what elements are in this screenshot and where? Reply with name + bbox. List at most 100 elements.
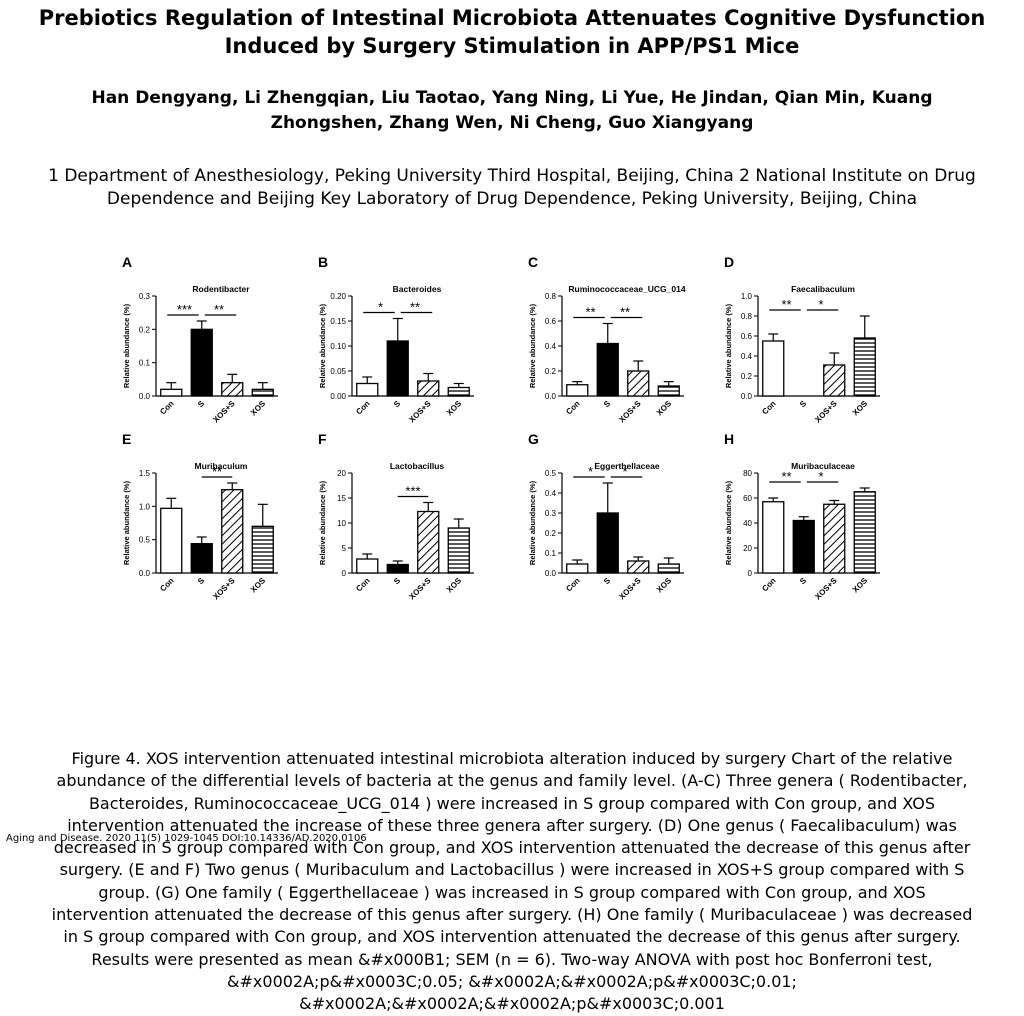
significance-stars: * <box>622 464 627 479</box>
title-line-2: Induced by Surgery Stimulation in APP/PS… <box>224 34 800 58</box>
chart-title: Ruminococcaceae_UCG_014 <box>568 284 685 294</box>
y-tick-label: 0.0 <box>139 392 151 401</box>
y-tick-label: 0 <box>342 569 347 578</box>
bar-s <box>190 328 213 397</box>
y-tick-label: 0.05 <box>330 367 346 376</box>
y-tick-label: 20 <box>337 469 346 478</box>
y-tick-label: 0.15 <box>330 317 346 326</box>
bar-xos-s <box>823 364 846 397</box>
y-tick-label: 0.0 <box>545 569 557 578</box>
y-tick-label: 80 <box>743 469 752 478</box>
y-axis-label: Relative abundance (%) <box>528 480 537 565</box>
y-tick-label: 0 <box>748 569 753 578</box>
y-tick-label: 0.6 <box>741 332 753 341</box>
significance-stars: ** <box>585 305 595 320</box>
x-tick-label: Con <box>354 399 371 416</box>
x-tick-label: XOS+S <box>813 399 839 425</box>
x-tick-label: S <box>602 576 613 587</box>
x-tick-label: Con <box>354 576 371 593</box>
x-tick-label: XOS+S <box>617 576 643 602</box>
significance-stars: ** <box>214 302 224 317</box>
x-tick-label: XOS <box>249 576 268 595</box>
y-axis-label: Relative abundance (%) <box>528 303 537 388</box>
x-tick-label: XOS+S <box>211 399 237 425</box>
x-tick-label: XOS <box>445 576 464 595</box>
caption-line: in S group compared with Con group, and … <box>63 927 961 947</box>
y-axis-label: Relative abundance (%) <box>122 480 131 565</box>
y-tick-label: 0.2 <box>741 372 753 381</box>
bar-con <box>566 384 589 397</box>
x-tick-label: XOS+S <box>617 399 643 425</box>
x-tick-label: Con <box>760 576 777 593</box>
bar-xos <box>853 337 876 397</box>
caption-line: group. (G) One family ( Eggerthellaceae … <box>98 882 926 902</box>
chart-title: Bacteroides <box>393 284 442 294</box>
bar-con <box>762 340 785 397</box>
y-tick-label: 0.20 <box>330 292 346 301</box>
bar-s <box>386 563 409 574</box>
y-tick-label: 0.10 <box>330 342 346 351</box>
bar-xos-s <box>627 370 650 397</box>
y-tick-label: 0.0 <box>545 392 557 401</box>
chart-title: Eggerthellaceae <box>594 461 659 471</box>
bar-chart: B Bacteroides Relative abundance (%)0.00 0.… <box>318 254 474 424</box>
x-tick-label: S <box>798 576 809 587</box>
x-tick-label: S <box>602 399 613 410</box>
authors-line-2: Zhongshen, Zhang Wen, Ni Cheng, Guo Xian… <box>270 113 754 133</box>
y-axis-label: Relative abundance (%) <box>318 480 327 565</box>
chart-title: Muribaculaceae <box>791 461 855 471</box>
bar-s <box>596 342 619 397</box>
panel-b-chart: B Bacteroides Relative abundance (%) 0.00 0.… <box>314 250 510 424</box>
caption-line: Figure 4. XOS intervention attenuated in… <box>71 749 953 768</box>
affiliation: 1 Department of Anesthesiology, Peking U… <box>20 165 1004 211</box>
y-tick-label: 0.1 <box>545 549 557 558</box>
significance-stars: *** <box>405 484 420 499</box>
bar-con <box>762 501 785 574</box>
bar-s <box>596 512 619 574</box>
panel-letter: E <box>122 431 131 447</box>
bar-xos <box>853 491 876 574</box>
x-tick-label: S <box>196 576 207 587</box>
significance-stars: ** <box>212 464 222 479</box>
affiliation-line-1: 1 Department of Anesthesiology, Peking U… <box>48 166 976 186</box>
x-tick-label: XOS <box>851 576 870 595</box>
bar-xos <box>447 527 470 574</box>
significance-stars: *** <box>177 302 192 317</box>
title-line-1: Prebiotics Regulation of Intestinal Micr… <box>38 6 986 30</box>
panel-letter: F <box>318 431 327 447</box>
x-tick-label: XOS+S <box>813 576 839 602</box>
y-tick-label: 0.5 <box>545 469 557 478</box>
y-tick-label: 15 <box>337 494 346 503</box>
bar-s <box>792 519 815 574</box>
x-tick-label: Con <box>158 399 175 416</box>
authors-line-1: Han Dengyang, Li Zhengqian, Liu Taotao, … <box>91 88 933 108</box>
chart-title: Lactobacillus <box>390 461 445 471</box>
y-tick-label: 0.4 <box>545 489 557 498</box>
y-tick-label: 0.3 <box>139 292 151 301</box>
bar-xos <box>657 563 680 574</box>
x-tick-label: Con <box>760 399 777 416</box>
y-tick-label: 60 <box>743 494 752 503</box>
chart-title: Rodentibacter <box>192 284 250 294</box>
panel-letter: H <box>724 431 734 447</box>
significance-stars: ** <box>410 300 420 315</box>
panel-e-chart: E Muribaculum Relative abundance (%) 0.0 0.5… <box>118 427 314 601</box>
bar-xos <box>447 386 470 397</box>
x-tick-label: XOS <box>655 576 674 595</box>
paper-title: Prebiotics Regulation of Intestinal Micr… <box>0 4 1024 60</box>
y-axis-label: Relative abundance (%) <box>724 480 733 565</box>
caption-line: abundance of the differential levels of … <box>56 771 968 791</box>
y-tick-label: 0.0 <box>139 569 151 578</box>
caption-line: &#x0002A;p&#x0003C;0.05; &#x0002A;&#x000… <box>227 971 797 991</box>
bar-xos <box>251 388 274 397</box>
significance-stars: * <box>818 297 823 312</box>
y-tick-label: 0.2 <box>545 367 557 376</box>
caption-line: surgery. (E and F) Two genus ( Muribacul… <box>59 860 965 880</box>
significance-stars: * <box>818 469 823 484</box>
y-tick-label: 0.3 <box>545 509 557 518</box>
y-tick-label: 1.0 <box>139 502 151 511</box>
y-axis-label: Relative abundance (%) <box>724 303 733 388</box>
y-tick-label: 0.8 <box>741 312 753 321</box>
caption-line: decreased in S group compared with Con g… <box>53 838 971 858</box>
y-tick-label: 0.4 <box>741 352 753 361</box>
